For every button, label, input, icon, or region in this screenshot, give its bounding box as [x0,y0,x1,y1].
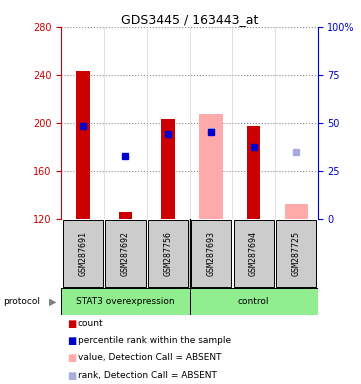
Bar [199,114,223,219]
Text: count: count [78,319,103,328]
Bar [61,288,190,315]
Text: percentile rank within the sample: percentile rank within the sample [78,336,231,345]
Text: control: control [238,297,269,306]
Text: value, Detection Call = ABSENT: value, Detection Call = ABSENT [78,353,221,362]
Bar [63,220,103,286]
Text: GSM287691: GSM287691 [78,231,87,276]
Text: protocol: protocol [4,297,40,306]
Bar [105,220,145,286]
Text: GSM287694: GSM287694 [249,231,258,276]
Bar [161,119,175,219]
Text: GSM287692: GSM287692 [121,231,130,276]
Bar [148,220,188,286]
Text: GSM287693: GSM287693 [206,231,216,276]
Text: rank, Detection Call = ABSENT: rank, Detection Call = ABSENT [78,371,217,379]
Text: ▶: ▶ [49,296,56,306]
Bar [76,71,90,219]
Bar [247,126,260,219]
Title: GDS3445 / 163443_at: GDS3445 / 163443_at [121,13,258,26]
Bar [276,220,316,286]
Bar [190,288,318,315]
Text: ■: ■ [67,371,76,381]
Text: GSM287756: GSM287756 [164,231,173,276]
Text: STAT3 overexpression: STAT3 overexpression [76,297,175,306]
Text: ■: ■ [67,319,76,329]
Text: GSM287725: GSM287725 [292,231,301,276]
Bar [284,204,308,219]
Text: ■: ■ [67,353,76,363]
Bar [119,212,132,219]
Bar [234,220,274,286]
Text: ■: ■ [67,336,76,346]
Bar [191,220,231,286]
